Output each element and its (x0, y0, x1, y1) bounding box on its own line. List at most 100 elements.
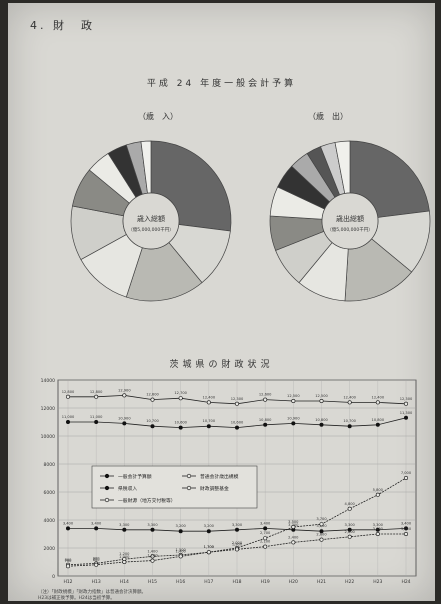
legend-label: 県税収入 (118, 485, 137, 492)
series-point (291, 525, 296, 530)
section-title: 4. 財 政 (30, 19, 95, 32)
data-label: 12,300 (231, 397, 244, 401)
data-label: 3,300 (345, 523, 356, 527)
series-point (403, 401, 408, 406)
data-label: 3,200 (176, 524, 187, 528)
series-point (235, 401, 240, 406)
series-point (235, 425, 240, 430)
series-point (94, 562, 99, 567)
revenue-heading: （歳 入） (138, 112, 178, 121)
data-label: 10,800 (259, 418, 272, 422)
data-label: 11,300 (400, 411, 413, 415)
series-point (122, 421, 127, 426)
series-point (178, 529, 183, 534)
data-label: 10,600 (174, 421, 187, 425)
data-label: 700 (65, 559, 73, 563)
series-point (291, 421, 296, 426)
expenditure-pie (269, 140, 431, 302)
data-label: 2,100 (260, 540, 271, 544)
data-label: 10,800 (372, 418, 385, 422)
legend-label: 普通会計歳出規模 (200, 473, 239, 480)
series-point (347, 506, 352, 511)
series-point (263, 397, 268, 402)
data-label: 2,800 (345, 530, 356, 534)
series-point (319, 529, 324, 534)
document-page: 4. 財 政 平成 24 年度一般会計予算 （歳 入） （歳 出） 歳入総額 （… (8, 3, 435, 601)
data-label: 3,300 (232, 523, 243, 527)
data-label: 3,300 (373, 523, 384, 527)
series-point (235, 527, 240, 532)
data-label: 11,000 (90, 415, 103, 419)
data-label: 800 (93, 558, 101, 562)
series-point (122, 527, 127, 532)
data-label: 3,300 (288, 523, 299, 527)
series-point (65, 564, 70, 569)
series-point (263, 526, 268, 531)
data-label: 12,700 (174, 391, 187, 395)
data-label: 1,700 (204, 545, 215, 549)
y-tick-label: 0 (52, 574, 55, 580)
data-label: 1,400 (176, 549, 187, 553)
data-label: 3,400 (63, 521, 74, 525)
y-tick-label: 14000 (41, 378, 55, 384)
series-point (65, 526, 70, 531)
series-point (291, 540, 296, 545)
series-point (263, 422, 268, 427)
series-point (150, 554, 155, 559)
data-label: 3,300 (147, 523, 158, 527)
data-label: 1,700 (204, 545, 215, 549)
data-label: 3,000 (373, 527, 384, 531)
series-point (122, 393, 127, 398)
series-point (206, 550, 211, 555)
data-label: 3,000 (401, 527, 412, 531)
x-tick-label: H12 (63, 579, 72, 585)
data-label: 3,300 (119, 523, 130, 527)
series-point (65, 394, 70, 399)
y-tick-label: 12000 (41, 406, 55, 412)
series-point (319, 398, 324, 403)
series-point (403, 526, 408, 531)
series-point (178, 425, 183, 430)
series-point (347, 400, 352, 405)
data-label: 3,200 (316, 524, 327, 528)
data-label: 10,700 (343, 419, 356, 423)
series-point (375, 422, 380, 427)
data-label: 1,900 (232, 542, 243, 546)
data-label: 12,800 (90, 390, 103, 394)
series-point (206, 424, 211, 429)
series-point (150, 558, 155, 563)
data-label: 900 (93, 556, 101, 560)
data-label: 10,900 (118, 416, 131, 420)
series-point (122, 560, 127, 565)
series-point (65, 419, 70, 424)
series-point (403, 415, 408, 420)
series-point (150, 397, 155, 402)
revenue-center-sub: （億5,000,000千円） (128, 226, 173, 233)
data-label: 7,000 (401, 471, 412, 475)
series-point (178, 554, 183, 559)
data-label: 12,400 (203, 395, 216, 399)
data-label: 12,500 (315, 394, 328, 398)
series-point (319, 522, 324, 527)
series-point (206, 400, 211, 405)
x-tick-label: H14 (120, 579, 129, 585)
budget-title: 平成 24 年度一般会計予算 (146, 79, 297, 89)
revenue-center-title: 歳入総額 (137, 214, 165, 223)
data-label: 3,400 (91, 521, 102, 525)
data-label: 12,300 (400, 397, 413, 401)
data-label: 12,500 (287, 394, 300, 398)
budget-pies: 歳入総額 （億5,000,000千円） 歳出総額 （億5,000,000千円） (70, 140, 431, 302)
series-point (375, 532, 380, 537)
data-label: 10,700 (146, 419, 159, 423)
data-label: 4,800 (345, 502, 356, 506)
data-label: 12,900 (118, 388, 131, 392)
data-label: 2,400 (288, 535, 299, 539)
data-label: 3,400 (260, 521, 271, 525)
data-label: 1,400 (147, 549, 158, 553)
data-label: 2,600 (316, 533, 327, 537)
series-point (94, 526, 99, 531)
series-point (291, 398, 296, 403)
legend-label: 一般財源（地方交付税等） (118, 497, 176, 504)
data-label: 5,800 (373, 488, 384, 492)
